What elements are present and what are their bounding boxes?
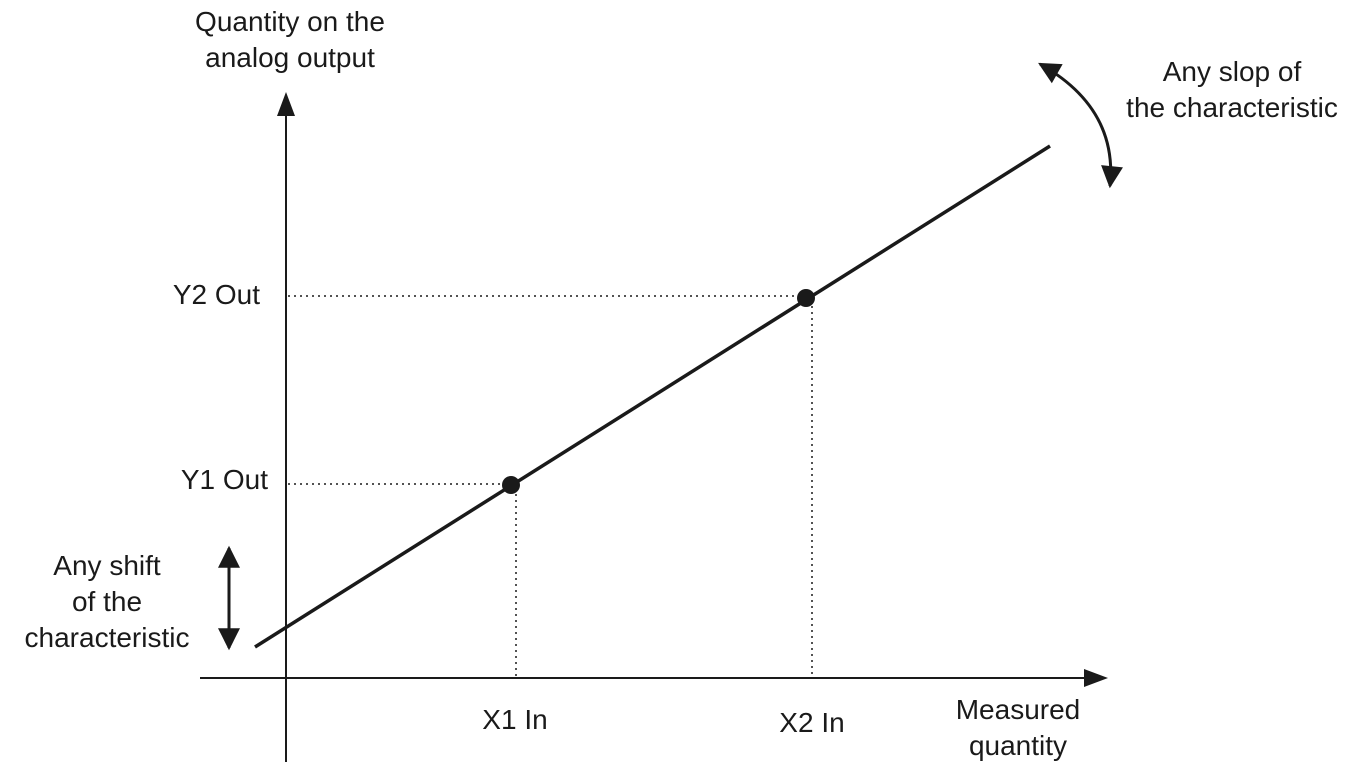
y-axis-title: Quantity on the analog output — [150, 4, 430, 76]
y1-out-label: Y1 Out — [180, 464, 268, 495]
slope-annotation-line1: Any slop of — [1162, 56, 1302, 87]
y-axis-title-line1: Quantity on the — [195, 6, 385, 37]
point-x2-y2 — [797, 289, 815, 307]
characteristic-line — [254, 144, 1051, 649]
slope-annotation-line2: the characteristic — [1126, 92, 1338, 123]
y2-out-label: Y2 Out — [172, 279, 260, 310]
x-axis-title-line2: quantity — [968, 730, 1068, 761]
x-axis-title-line1: Measured — [955, 694, 1081, 725]
slope-annotation: Any slop of the characteristic — [1092, 54, 1372, 126]
y-axis-title-line2: analog output — [205, 42, 375, 73]
shift-annotation-line1: Any shift — [53, 550, 161, 581]
y-axis-arrowhead — [277, 92, 295, 116]
x-axis-title: Measured quantity — [916, 692, 1120, 764]
x1-in-label: X1 In — [482, 704, 548, 735]
x2-in-label: X2 In — [779, 707, 845, 738]
slope-curved-arrow — [1038, 62, 1123, 189]
shift-annotation-line3: characteristic — [24, 622, 190, 653]
shift-annotation-line2: of the — [71, 586, 143, 617]
x-axis-arrowhead — [1084, 669, 1108, 687]
point-x1-y1 — [502, 476, 520, 494]
shift-annotation: Any shift of the characteristic — [2, 548, 212, 656]
